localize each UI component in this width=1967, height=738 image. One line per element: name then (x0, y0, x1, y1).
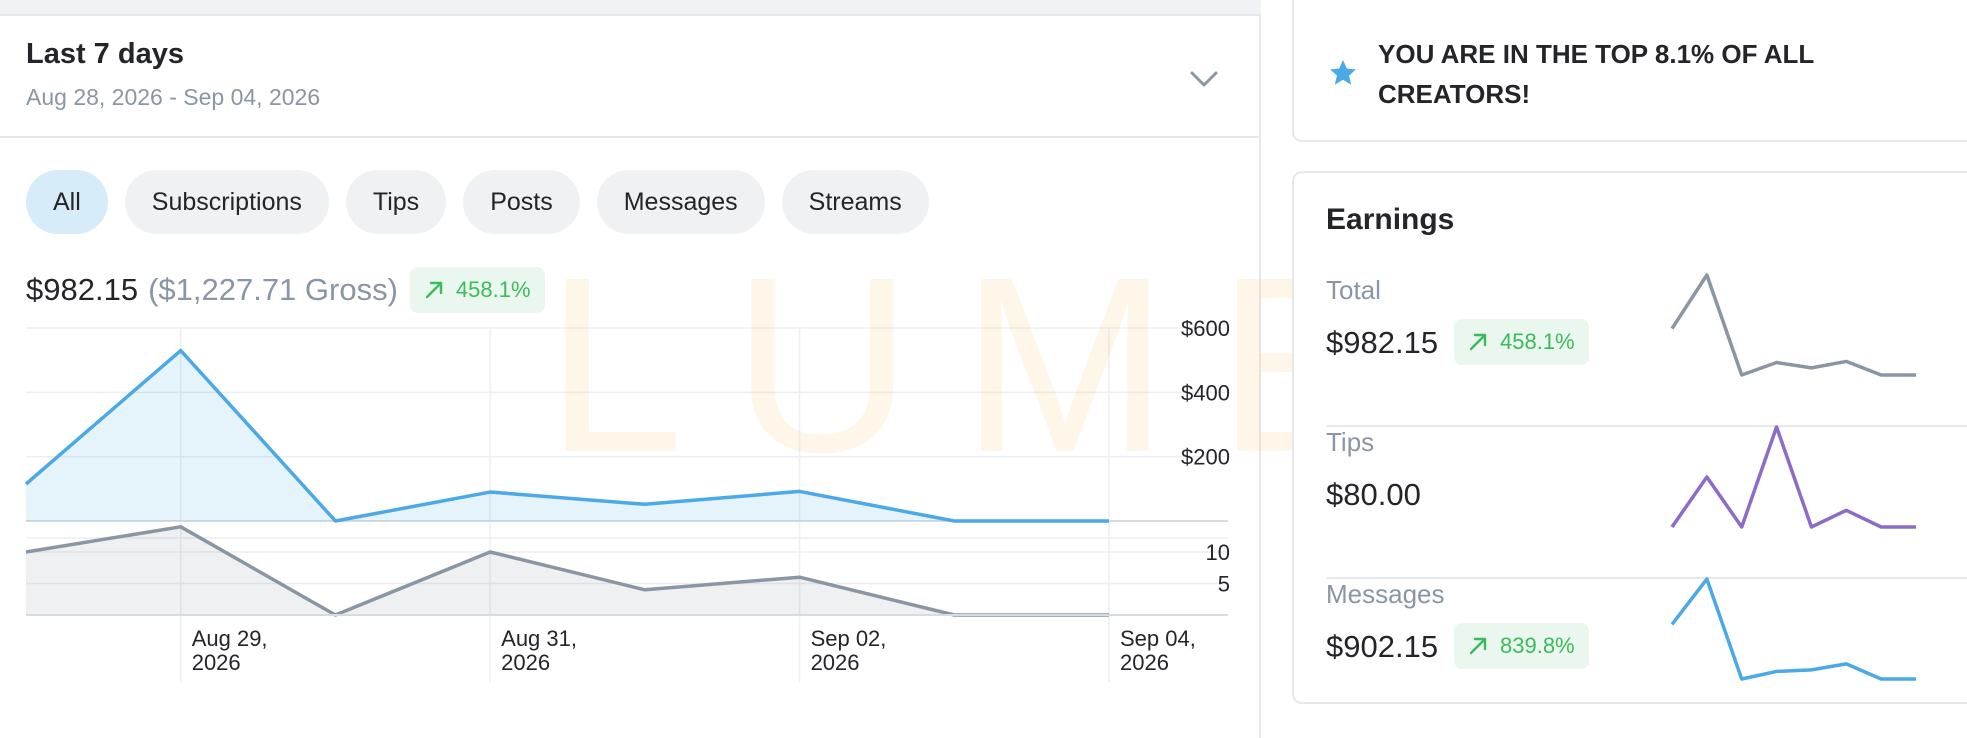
filter-tips[interactable]: Tips (345, 170, 447, 234)
filter-streams[interactable]: Streams (781, 170, 929, 234)
filter-tabs: All Subscriptions Tips Posts Messages St… (26, 170, 929, 234)
sparkline-total (1670, 273, 1916, 377)
sparkline-messages-line (1670, 577, 1916, 681)
x-tick-label: 2026 (811, 650, 860, 675)
sparkline-total-line (1670, 273, 1916, 377)
sparkline-messages (1670, 577, 1916, 681)
filter-subscriptions[interactable]: Subscriptions (124, 170, 329, 234)
filter-posts[interactable]: Posts (463, 170, 580, 234)
sparkline-tips-line (1670, 425, 1916, 529)
earnings-row-messages[interactable]: Messages $902.15 839.8% (1326, 577, 1967, 731)
x-tick-label: Sep 04, (1120, 626, 1196, 651)
x-tick-label: Aug 29, (192, 626, 268, 651)
earnings-summary: $982.15 ($1,227.71 Gross) 458.1% (26, 265, 545, 315)
change-value: 458.1% (455, 277, 531, 302)
count-line (25, 525, 1109, 617)
earnings-tick-label: $200 (1181, 445, 1230, 470)
earnings-line (24, 348, 1109, 523)
row-change-messages: 839.8% (1500, 633, 1575, 658)
row-label-tips: Tips (1326, 427, 1375, 457)
x-tick-label: 2026 (501, 650, 550, 675)
row-label-total: Total (1326, 275, 1381, 305)
statements-panel: Last 7 days Aug 28, 2026 - Sep 04, 2026 … (0, 0, 1261, 738)
earnings-row-tips[interactable]: Tips $80.00 (1326, 425, 1967, 579)
net-earnings: $982.15 (26, 272, 139, 307)
earnings-title: Earnings (1326, 203, 1455, 236)
sparkline-tips (1670, 425, 1916, 529)
top-strip (0, 0, 1261, 16)
row-change-total: 458.1% (1500, 329, 1575, 354)
earnings-tick-label: $600 (1181, 320, 1230, 341)
period-range: Aug 28, 2026 - Sep 04, 2026 (26, 84, 321, 110)
row-value-messages: $902.15 (1326, 629, 1439, 664)
trend-up-icon (1469, 333, 1487, 351)
row-value-total: $982.15 (1326, 325, 1439, 360)
top-creator-text: YOU ARE IN THE TOP 8.1% OF ALL CREATORS! (1378, 39, 1814, 109)
earnings-area (26, 350, 1109, 521)
chevron-down-icon[interactable] (1187, 62, 1221, 96)
star-icon (1330, 60, 1356, 85)
x-tick-label: 2026 (1120, 650, 1169, 675)
trend-up-icon (425, 281, 443, 299)
earnings-tick-label: $400 (1181, 380, 1230, 405)
period-selector[interactable]: Last 7 days Aug 28, 2026 - Sep 04, 2026 (0, 16, 1259, 138)
count-tick-label: 10 (1206, 540, 1230, 565)
count-tick-label: 5 (1218, 572, 1230, 597)
row-value-tips: $80.00 (1326, 477, 1421, 512)
x-tick-label: 2026 (192, 650, 241, 675)
trend-up-icon (1469, 637, 1487, 655)
filter-all[interactable]: All (26, 170, 108, 234)
earnings-card: Earnings Total $982.15 458.1% Tips $80.0… (1292, 171, 1967, 704)
row-change-badge-messages: 839.8% (1454, 623, 1589, 669)
change-badge: 458.1% (409, 267, 545, 313)
earnings-row-total[interactable]: Total $982.15 458.1% (1326, 273, 1967, 427)
gross-earnings: ($1,227.71 Gross) (148, 272, 398, 307)
period-title: Last 7 days (26, 38, 184, 70)
x-tick-label: Aug 31, (501, 626, 577, 651)
row-label-messages: Messages (1326, 579, 1445, 609)
filter-messages[interactable]: Messages (596, 170, 765, 234)
x-tick-label: Sep 02, (811, 626, 887, 651)
row-change-badge-total: 458.1% (1454, 319, 1589, 365)
top-creator-card: YOU ARE IN THE TOP 8.1% OF ALL CREATORS! (1292, 0, 1967, 142)
